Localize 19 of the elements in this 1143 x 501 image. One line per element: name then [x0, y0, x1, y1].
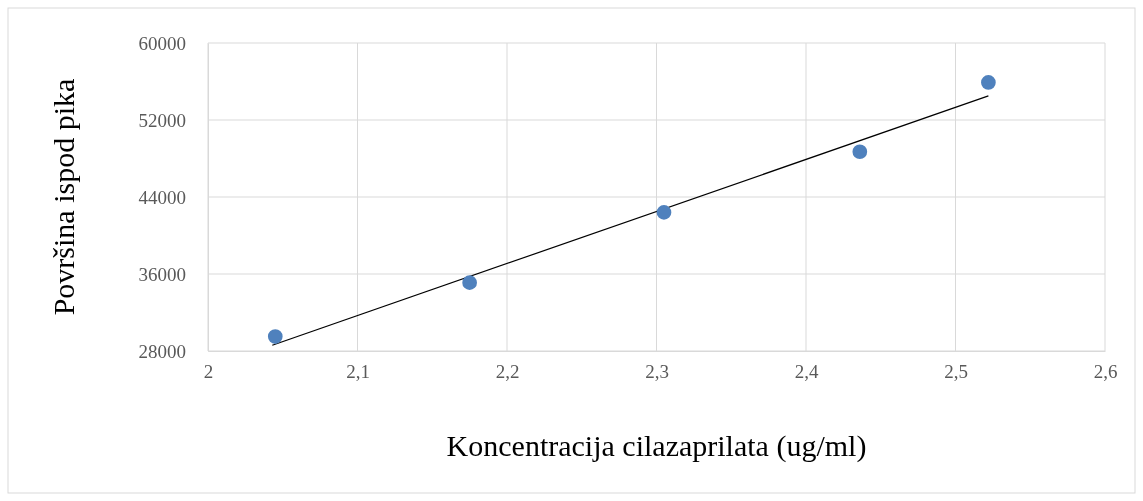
- y-tick-label: 52000: [138, 109, 186, 131]
- x-tick-label: 2,4: [794, 361, 819, 383]
- x-tick-label: 2,2: [495, 361, 520, 383]
- point: [981, 75, 996, 90]
- y-tick-label: 36000: [138, 263, 186, 285]
- x-tick-label: 2,5: [944, 361, 968, 383]
- x-axis-title: Koncentracija cilazaprilata (ug/ml): [446, 429, 867, 463]
- y-tick-label: 60000: [138, 32, 186, 54]
- x-tick-label: 2: [203, 361, 214, 383]
- x-tick-label: 2,1: [346, 361, 370, 383]
- y-tick-label: 44000: [138, 186, 186, 208]
- point: [852, 144, 868, 160]
- point: [267, 329, 283, 344]
- y-tick-label: 28000: [138, 340, 186, 362]
- point: [656, 205, 672, 220]
- x-tick-label: 2,3: [645, 361, 669, 383]
- x-tick-label: 2,6: [1093, 361, 1118, 383]
- point: [462, 275, 477, 290]
- y-axis-title: Površina ispod pika: [47, 78, 80, 316]
